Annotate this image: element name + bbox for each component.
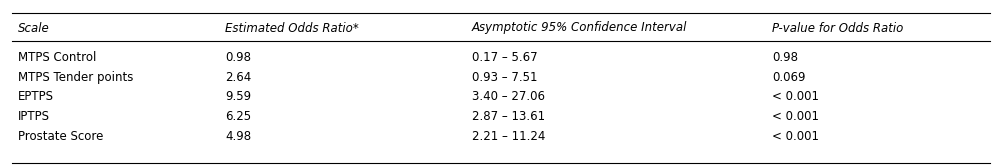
Text: Scale: Scale	[18, 22, 50, 34]
Text: 0.069: 0.069	[772, 71, 806, 84]
Text: MTPS Control: MTPS Control	[18, 52, 96, 65]
Text: Prostate Score: Prostate Score	[18, 130, 103, 142]
Text: 6.25: 6.25	[225, 110, 252, 123]
Text: 2.87 – 13.61: 2.87 – 13.61	[472, 110, 545, 123]
Text: 0.98: 0.98	[772, 52, 798, 65]
Text: 4.98: 4.98	[225, 130, 252, 142]
Text: 9.59: 9.59	[225, 91, 252, 103]
Text: 2.21 – 11.24: 2.21 – 11.24	[472, 130, 545, 142]
Text: 3.40 – 27.06: 3.40 – 27.06	[472, 91, 545, 103]
Text: Asymptotic 95% Confidence Interval: Asymptotic 95% Confidence Interval	[472, 22, 687, 34]
Text: 0.93 – 7.51: 0.93 – 7.51	[472, 71, 537, 84]
Text: 0.17 – 5.67: 0.17 – 5.67	[472, 52, 538, 65]
Text: MTPS Tender points: MTPS Tender points	[18, 71, 133, 84]
Text: 2.64: 2.64	[225, 71, 252, 84]
Text: P-value for Odds Ratio: P-value for Odds Ratio	[772, 22, 904, 34]
Text: EPTPS: EPTPS	[18, 91, 54, 103]
Text: < 0.001: < 0.001	[772, 110, 819, 123]
Text: Estimated Odds Ratio*: Estimated Odds Ratio*	[225, 22, 359, 34]
Text: IPTPS: IPTPS	[18, 110, 50, 123]
Text: 0.98: 0.98	[225, 52, 250, 65]
Text: < 0.001: < 0.001	[772, 130, 819, 142]
Text: < 0.001: < 0.001	[772, 91, 819, 103]
